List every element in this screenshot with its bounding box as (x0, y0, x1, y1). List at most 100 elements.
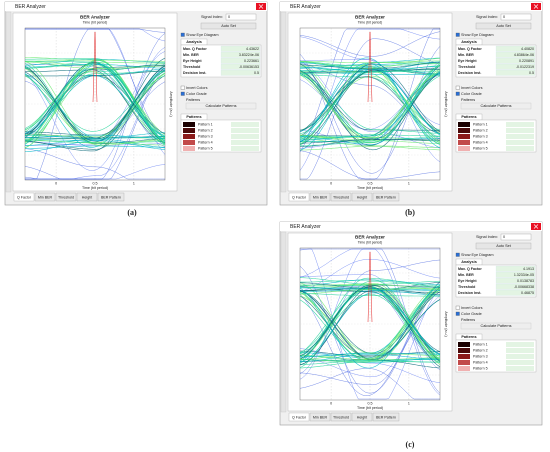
auto-set-button[interactable] (475, 242, 532, 250)
signal-index-label: Signal Index: (201, 15, 223, 19)
tab[interactable] (13, 192, 35, 202)
pattern-value-cell (231, 140, 259, 145)
tab[interactable] (372, 192, 400, 202)
eye-trace (25, 28, 166, 139)
show-eye-label: Show Eye Diagram (461, 33, 494, 37)
show-eye-label: Show Eye Diagram (461, 253, 494, 257)
tab[interactable] (309, 412, 331, 422)
calculate-button[interactable] (460, 102, 532, 110)
eye-diagram (299, 28, 441, 180)
tab[interactable] (351, 412, 373, 422)
pattern-swatch (458, 342, 470, 347)
title-bar (280, 222, 542, 231)
eye-trace (300, 299, 441, 358)
analysis-name: Decision Inst. (183, 71, 206, 75)
auto-set-label: Auto Set (496, 24, 512, 28)
pattern-value-cell (506, 146, 534, 151)
tab[interactable] (330, 192, 352, 202)
pattern-name: Pattern 3 (473, 355, 488, 359)
eye-trace (299, 150, 441, 180)
x-tick-label: 0 (330, 401, 332, 405)
eye-trace (299, 62, 441, 71)
checkbox[interactable] (180, 91, 185, 96)
eye-trace (24, 58, 166, 66)
tab[interactable] (288, 192, 310, 202)
auto-set-button[interactable] (475, 22, 532, 30)
checkbox[interactable] (455, 91, 460, 96)
pattern-name: Pattern 5 (473, 147, 488, 151)
analysis-name: Max. Q Factor (458, 267, 482, 271)
decision-marker (367, 251, 373, 323)
analysis-value: 0.0138783 (517, 279, 534, 283)
analysis-value: 4.1913 (523, 267, 534, 271)
auto-set-label: Auto Set (221, 24, 237, 28)
analysis-name: Threshold (183, 65, 200, 69)
checkbox[interactable] (455, 32, 460, 37)
pattern-value-cell (506, 134, 534, 139)
calculate-button[interactable] (460, 322, 532, 330)
chart-title: BER Analyzer (80, 15, 110, 20)
calculate-button[interactable] (185, 102, 257, 110)
pattern-swatch (458, 354, 470, 359)
tab[interactable] (288, 412, 310, 422)
pattern-name: Pattern 3 (473, 135, 488, 139)
chart-subtitle: Time (bit period) (358, 20, 383, 24)
tab[interactable] (97, 192, 125, 202)
eye-diagram (299, 248, 441, 400)
x-tick-label: 0.5 (93, 181, 98, 185)
eye-trace (24, 140, 166, 152)
eye-trace (299, 69, 440, 131)
analysis-value-cell (495, 69, 536, 76)
tab[interactable] (76, 192, 98, 202)
signal-index-input[interactable] (500, 233, 532, 241)
x-tick-label: 0.5 (368, 181, 373, 185)
analysis-value-cell (495, 45, 536, 52)
analysis-name: Min. BER (458, 273, 474, 277)
pattern-swatch (458, 128, 470, 133)
x-axis-label: Time (bit period) (82, 186, 108, 190)
eye-trace (299, 295, 441, 377)
analysis-value: 4.43622 (246, 47, 259, 51)
close-icon (533, 4, 539, 9)
checkbox[interactable] (180, 32, 185, 37)
analysis-name: Decision Inst. (458, 71, 481, 75)
eye-trace (299, 136, 440, 142)
y-axis-label: Amplitude (a.u.) (444, 91, 448, 116)
checkbox[interactable] (455, 311, 460, 316)
calculate-label: Calculate Patterns (480, 324, 511, 328)
tab[interactable] (309, 192, 331, 202)
checkbox[interactable] (180, 85, 185, 90)
eye-trace (25, 72, 166, 137)
checkbox[interactable] (455, 85, 460, 90)
signal-index-input[interactable] (500, 13, 532, 21)
tab[interactable] (330, 412, 352, 422)
signal-index-value: 0 (228, 15, 230, 19)
color-grade-label: Color Grade (461, 312, 482, 316)
pattern-value-cell (506, 360, 534, 365)
analysis-value-cell (220, 51, 261, 58)
tab-label: Height (82, 195, 92, 199)
signal-index-input[interactable] (225, 13, 257, 21)
eye-trace (299, 352, 440, 358)
tab[interactable] (34, 192, 56, 202)
pattern-swatch (183, 122, 195, 127)
pattern-name: Pattern 2 (473, 349, 488, 353)
pattern-swatch (458, 348, 470, 353)
analysis-name: Min. BER (183, 53, 199, 57)
signal-index-value: 0 (503, 235, 505, 239)
auto-set-button[interactable] (200, 22, 257, 30)
eye-trace (299, 138, 440, 148)
color-grade-label: Color Grade (186, 92, 207, 96)
chart-subtitle: Time (bit period) (358, 240, 383, 244)
tab[interactable] (351, 192, 373, 202)
window-title: BER Analyzer (290, 4, 321, 10)
tab[interactable] (372, 412, 400, 422)
tab[interactable] (55, 192, 77, 202)
chart-title: BER Analyzer (355, 235, 385, 240)
eye-trace (299, 58, 441, 69)
pattern-swatch (458, 366, 470, 371)
show-eye-label: Show Eye Diagram (186, 33, 219, 37)
checkbox[interactable] (455, 252, 460, 257)
pattern-name: Pattern 2 (198, 129, 213, 133)
checkbox[interactable] (455, 305, 460, 310)
